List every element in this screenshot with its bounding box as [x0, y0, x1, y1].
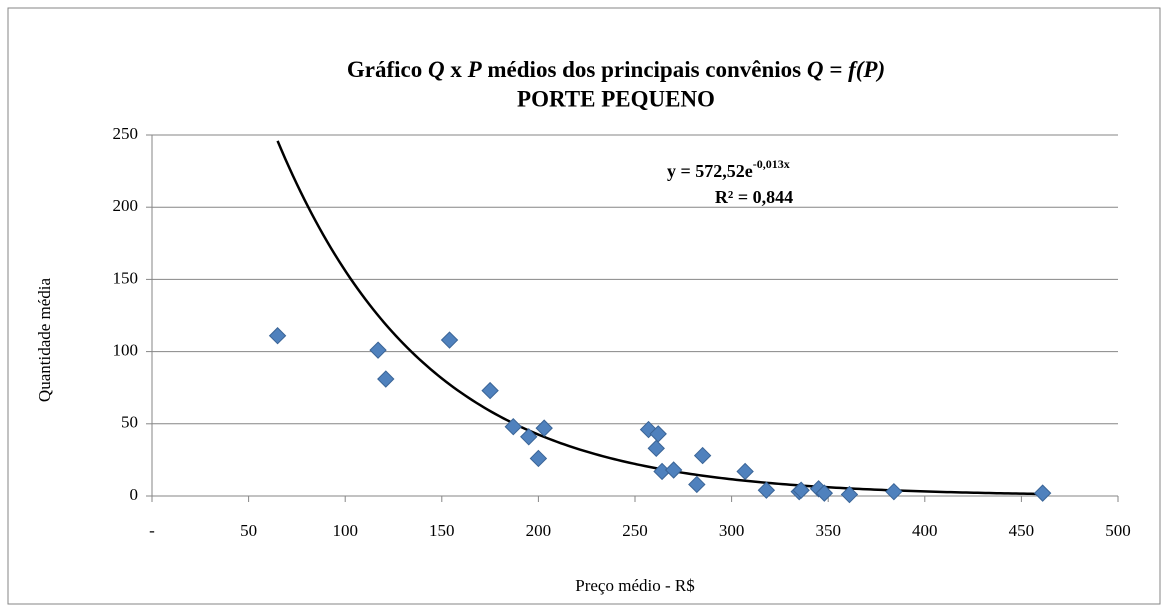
chart-border	[7, 7, 1161, 605]
title-part: médios dos principais convênios	[482, 57, 807, 82]
point	[529, 449, 548, 468]
x-tick-label: 100	[332, 521, 358, 540]
point	[504, 417, 522, 436]
x-tick-label: 400	[912, 521, 938, 540]
x-tick-label: 200	[526, 521, 552, 540]
point	[440, 331, 459, 349]
point	[481, 381, 499, 400]
trendline-equation: y = 572,52e-0,013x	[667, 157, 790, 181]
x-tick-label: 350	[815, 521, 841, 540]
title-part: Gráfico	[347, 57, 428, 82]
point	[840, 485, 859, 504]
x-tick-label: 150	[429, 521, 455, 540]
point	[268, 327, 287, 345]
x-tick-label: 50	[240, 521, 257, 540]
x-tick-label: 250	[622, 521, 648, 540]
r-squared: R² = 0,844	[715, 187, 793, 207]
x-axis-title: Preço médio - R$	[575, 576, 694, 595]
point	[369, 341, 387, 359]
point	[757, 481, 776, 499]
point	[520, 428, 538, 446]
y-tick-label: 200	[113, 196, 139, 215]
title-part: P	[467, 57, 483, 82]
title-part: Q = f(P)	[807, 57, 885, 82]
point	[1033, 484, 1052, 502]
point	[815, 484, 834, 502]
y-tick-label: 150	[113, 268, 139, 287]
point	[885, 482, 903, 501]
point	[792, 481, 810, 499]
chart-title: Gráfico Q x P médios dos principais conv…	[347, 57, 885, 82]
point	[377, 370, 395, 388]
equation-base: y = 572,52e	[667, 161, 753, 181]
x-tick-label: -	[149, 521, 155, 540]
x-tick-label: 500	[1105, 521, 1131, 540]
y-tick-label: 250	[113, 124, 139, 143]
y-tick-label: 100	[113, 341, 139, 360]
y-axis-title: Quantidade média	[35, 277, 54, 402]
point	[535, 419, 553, 437]
x-tick-label: 300	[719, 521, 745, 540]
point	[736, 462, 754, 481]
title-part: Q	[428, 57, 445, 82]
chart-subtitle: PORTE PEQUENO	[517, 86, 715, 111]
x-tick-label: 450	[1009, 521, 1035, 540]
point	[664, 461, 683, 479]
equation-exponent: -0,013x	[753, 157, 790, 171]
y-tick-label: 50	[121, 413, 138, 432]
point	[693, 446, 712, 465]
title-part: x	[445, 57, 468, 82]
point	[647, 439, 665, 458]
point	[688, 475, 706, 494]
y-tick-label: 0	[130, 485, 139, 504]
